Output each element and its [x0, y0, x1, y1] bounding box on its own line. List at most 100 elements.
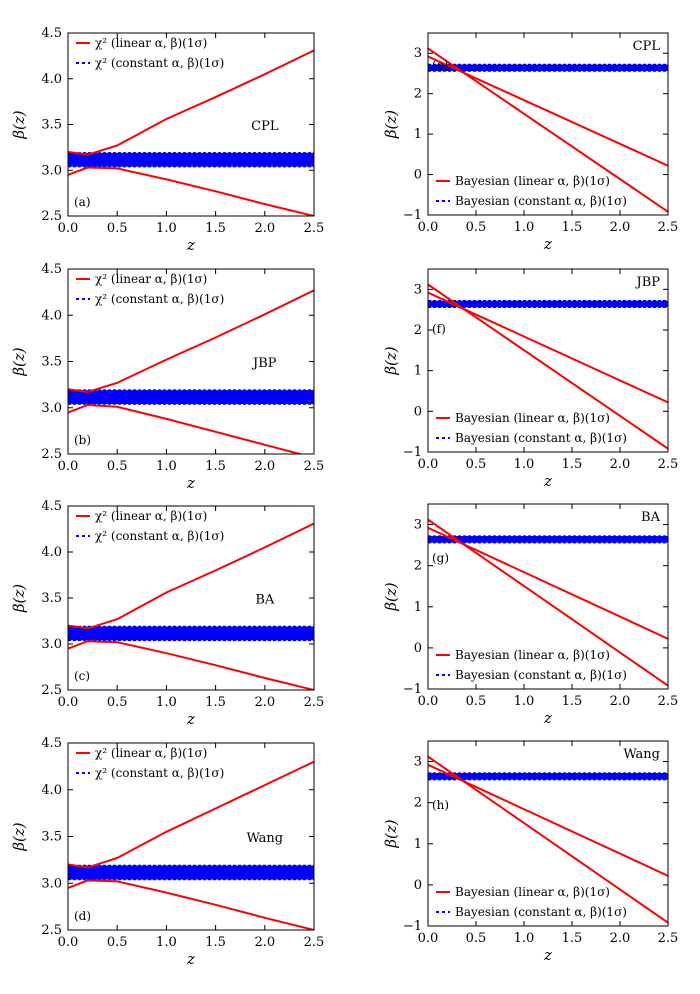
x-axis-label: z — [543, 235, 552, 253]
y-tick-label: 4.5 — [41, 262, 62, 277]
x-axis-label: z — [186, 236, 195, 254]
x-tick-label: 1.5 — [205, 935, 226, 950]
y-tick-label: −1 — [403, 682, 422, 697]
legend: Bayesian (linear α, β)(1σ) Bayesian (cons… — [436, 885, 627, 919]
y-tick-label: 3 — [414, 755, 422, 770]
panel-label: (h) — [432, 798, 449, 812]
model-label: Wang — [623, 747, 660, 762]
y-tick-label: 2 — [414, 323, 422, 338]
model-label: JBP — [634, 275, 660, 290]
linear-bound-line — [68, 760, 314, 869]
panel-g: 0.0 0.5 1.0 1.5 2.0 2.5 −1 0 1 2 3 z β(z) Bayesian (l… — [382, 503, 679, 727]
x-tick-label: 1.0 — [514, 694, 535, 709]
y-tick-label: −1 — [403, 445, 422, 460]
x-axis-label: z — [543, 472, 552, 490]
x-tick-label: 2.0 — [610, 220, 631, 235]
y-tick-label: 4.0 — [41, 308, 62, 323]
y-axis-label: β(z) — [382, 346, 400, 375]
x-tick-label: 2.0 — [254, 459, 275, 474]
y-tick-label: 1 — [414, 364, 422, 379]
legend: Bayesian (linear α, β)(1σ) Bayesian (cons… — [436, 174, 627, 208]
model-label: BA — [641, 510, 661, 525]
legend-entry: Bayesian (constant α, β)(1σ) — [455, 668, 627, 682]
x-tick-label: 0.5 — [466, 931, 487, 946]
x-tick-label: 0.5 — [107, 221, 128, 236]
y-tick-label: 0 — [414, 404, 422, 419]
x-axis-label: z — [543, 946, 552, 964]
x-tick-label: 1.5 — [562, 931, 583, 946]
x-tick-label: 0.0 — [58, 221, 79, 236]
x-tick-label: 2.5 — [304, 695, 325, 710]
x-tick-label: 0.0 — [418, 931, 439, 946]
y-axis-label: β(z) — [382, 582, 400, 611]
legend-entry: χ² (linear α, β)(1σ) — [95, 509, 207, 523]
x-tick-label: 1.0 — [156, 695, 177, 710]
legend: Bayesian (linear α, β)(1σ) Bayesian (cons… — [436, 648, 627, 682]
y-tick-label: 2.5 — [41, 683, 62, 698]
plot-area — [428, 47, 668, 213]
panel-c: 0.0 0.5 1.0 1.5 2.0 2.5 2.5 3.0 3.5 4.0 4.5 z β(z) χ²… — [10, 499, 324, 728]
panel-d: 0.0 0.5 1.0 1.5 2.0 2.5 2.5 3.0 3.5 4.0 4.5 z β(z) χ²… — [10, 736, 324, 968]
legend-entry: Bayesian (constant α, β)(1σ) — [455, 194, 627, 208]
axes-frame — [427, 268, 669, 453]
legend-entry: χ² (constant α, β)(1σ) — [95, 529, 224, 543]
y-tick-label: 1 — [414, 127, 422, 142]
y-axis-label: β(z) — [382, 110, 400, 139]
x-tick-label: 1.5 — [205, 221, 226, 236]
legend: χ² (linear α, β)(1σ) χ² (constant α, β)(1… — [76, 746, 224, 780]
y-tick-label: 3.5 — [41, 355, 62, 370]
legend-entry: χ² (linear α, β)(1σ) — [95, 272, 207, 286]
x-tick-label: 1.0 — [514, 931, 535, 946]
model-label: CPL — [251, 119, 279, 134]
y-tick-label: 4.5 — [41, 499, 62, 514]
legend: χ² (linear α, β)(1σ) χ² (constant α, β)(1… — [76, 36, 224, 70]
linear-bound-line — [68, 640, 314, 690]
y-tick-label: 4.0 — [41, 72, 62, 87]
panel-label: (b) — [74, 433, 91, 447]
y-tick-label: 2.5 — [41, 447, 62, 462]
y-tick-label: 1 — [414, 600, 422, 615]
constant-band — [428, 773, 668, 780]
y-tick-label: 3.0 — [41, 401, 62, 416]
linear-bound-line — [428, 55, 668, 167]
x-tick-label: 1.5 — [562, 457, 583, 472]
model-label: BA — [255, 593, 275, 608]
plot-area — [68, 289, 314, 454]
x-tick-label: 1.0 — [514, 220, 535, 235]
y-tick-label: 3 — [414, 46, 422, 61]
y-tick-label: 4.5 — [41, 26, 62, 41]
axes-frame — [427, 740, 669, 927]
linear-bound-line — [68, 166, 314, 216]
linear-bound-line — [428, 763, 668, 877]
linear-bound-line — [428, 291, 668, 404]
x-tick-label: 1.5 — [562, 220, 583, 235]
x-tick-label: 1.5 — [562, 694, 583, 709]
x-tick-label: 2.0 — [254, 221, 275, 236]
plot-area — [68, 49, 314, 216]
x-tick-label: 1.0 — [156, 935, 177, 950]
plot-area — [428, 283, 668, 450]
x-tick-label: 2.5 — [658, 694, 679, 709]
constant-band — [428, 300, 668, 308]
axes-frame — [427, 503, 669, 690]
panel-label: (d) — [74, 909, 91, 923]
linear-bound-line — [68, 522, 314, 630]
y-tick-label: 2.5 — [41, 209, 62, 224]
y-tick-label: 2 — [414, 559, 422, 574]
x-axis-label: z — [186, 950, 195, 968]
y-axis-label: β(z) — [382, 819, 400, 848]
panel-label: (a) — [74, 195, 91, 209]
legend: χ² (linear α, β)(1σ) χ² (constant α, β)(1… — [76, 509, 224, 543]
panel-label: (e) — [432, 58, 448, 72]
panel-f: 0.0 0.5 1.0 1.5 2.0 2.5 −1 0 1 2 3 z β(z) Bayesian (l… — [382, 268, 678, 490]
y-tick-label: 4.5 — [41, 736, 62, 751]
constant-band — [68, 152, 314, 167]
panel-label: (f) — [432, 322, 446, 336]
linear-bound-line — [68, 879, 314, 930]
x-tick-label: 2.5 — [304, 935, 325, 950]
x-tick-label: 1.0 — [156, 459, 177, 474]
linear-bound-line — [68, 403, 304, 454]
y-tick-label: 4.0 — [41, 783, 62, 798]
y-tick-label: 3.5 — [41, 118, 62, 133]
